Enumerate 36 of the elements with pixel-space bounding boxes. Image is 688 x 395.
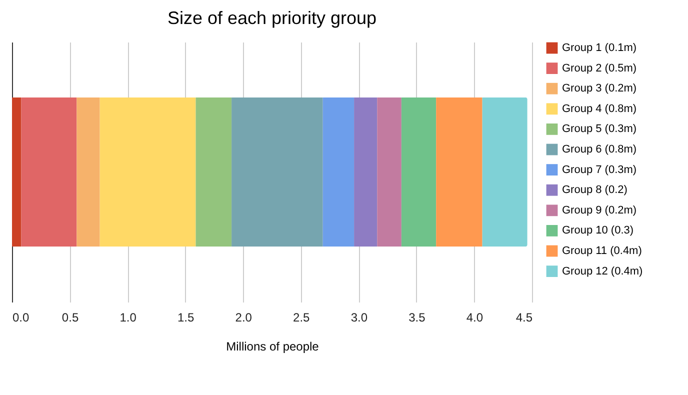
x-tick-label: 2.5 bbox=[293, 310, 310, 324]
legend-label: Group 9 (0.2m) bbox=[562, 204, 637, 216]
x-tick-label: 0.0 bbox=[12, 310, 30, 324]
bar bbox=[232, 97, 323, 247]
x-tick-label: 4.5 bbox=[516, 310, 533, 324]
chart-title: Size of each priority group bbox=[167, 8, 377, 28]
x-tick-label: 3.0 bbox=[350, 310, 368, 324]
bar bbox=[322, 97, 354, 247]
bar bbox=[377, 97, 402, 247]
bar bbox=[12, 97, 22, 247]
legend-label: Group 8 (0.2) bbox=[562, 184, 628, 196]
legend-label: Group 2 (0.5m) bbox=[562, 62, 637, 74]
legend-label: Group 12 (0.4m) bbox=[562, 265, 643, 278]
legend-label: Group 5 (0.3m) bbox=[562, 123, 637, 136]
legend-label: Group 6 (0.8m) bbox=[562, 144, 637, 156]
x-tick-label: 2.0 bbox=[235, 310, 252, 324]
legend-label: Group 10 (0.3) bbox=[562, 224, 634, 237]
x-tick-label: 3.5 bbox=[408, 310, 426, 324]
bar bbox=[76, 97, 100, 247]
legend-label: Group 4 (0.8m) bbox=[562, 102, 637, 115]
x-tick-label: 4.0 bbox=[466, 310, 484, 324]
bar bbox=[196, 97, 232, 247]
x-axis-title: Millions of people bbox=[226, 340, 320, 354]
bar bbox=[100, 97, 196, 247]
legend-label: Group 3 (0.2m) bbox=[562, 82, 637, 95]
legend-label: Group 7 (0.3m) bbox=[562, 164, 637, 176]
legend-label: Group 1 (0.1m) bbox=[562, 42, 637, 54]
x-tick-label: 0.5 bbox=[62, 310, 79, 324]
bar bbox=[401, 97, 436, 247]
legend-label: Group 11 (0.4m) bbox=[562, 245, 642, 257]
x-tick-label: 1.0 bbox=[120, 310, 137, 324]
bar bbox=[21, 97, 77, 247]
bar bbox=[354, 97, 378, 247]
bar bbox=[436, 97, 482, 247]
x-tick-label: 1.5 bbox=[177, 310, 194, 324]
bar bbox=[482, 97, 528, 247]
